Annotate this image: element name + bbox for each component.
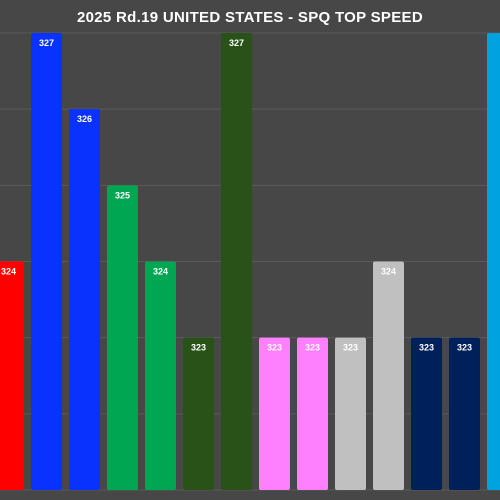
bar: [183, 337, 214, 490]
bar-value-label: 323: [191, 343, 206, 353]
bar-value-label: 323: [419, 343, 434, 353]
bar: [373, 261, 404, 490]
bar: [411, 337, 442, 490]
bar: [259, 337, 290, 490]
bar: [145, 261, 176, 490]
bar-value-label: 323: [305, 343, 320, 353]
bar: [449, 337, 480, 490]
bar-value-label: 327: [39, 38, 54, 48]
chart-title: 2025 Rd.19 UNITED STATES - SPQ TOP SPEED: [77, 9, 423, 26]
bar-value-label: 324: [153, 267, 168, 277]
bar-value-label: 325: [115, 190, 130, 200]
bar: [487, 33, 500, 490]
bar-value-label: 326: [77, 114, 92, 124]
bar: [335, 337, 366, 490]
bar: [31, 33, 62, 490]
bar-value-label: 324: [1, 267, 16, 277]
bar-value-label: 323: [343, 343, 358, 353]
bar-value-label: 323: [457, 343, 472, 353]
bar-value-label: 323: [267, 343, 282, 353]
bar: [297, 337, 328, 490]
bar: [69, 109, 100, 491]
bar-value-label: 327: [229, 38, 244, 48]
bar: [221, 33, 252, 490]
bar: [107, 185, 138, 491]
bar: [0, 261, 24, 490]
bar-value-label: 324: [381, 267, 396, 277]
